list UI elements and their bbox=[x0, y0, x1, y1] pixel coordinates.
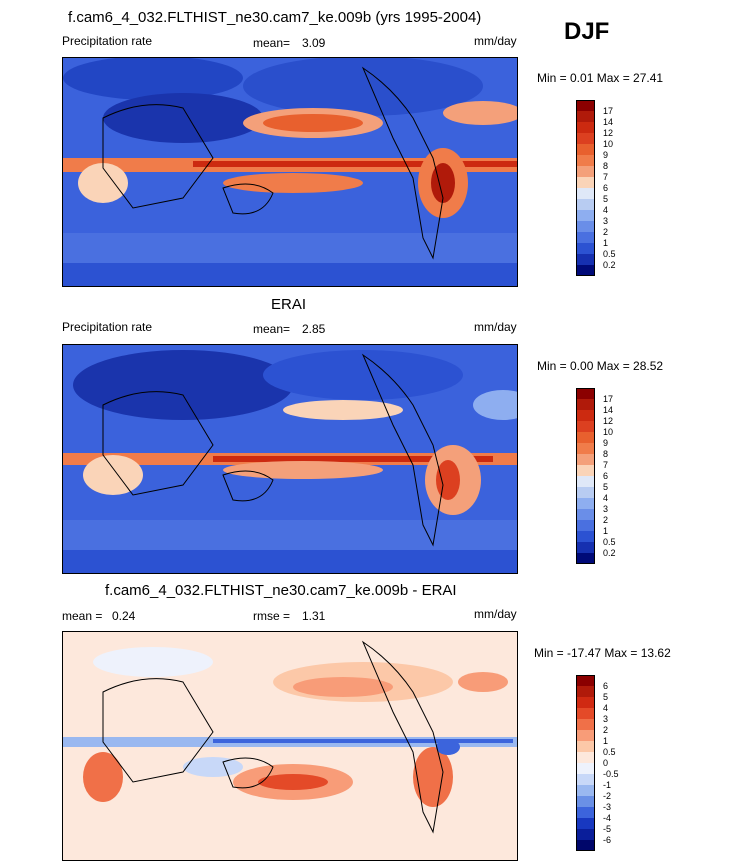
season-label: DJF bbox=[564, 18, 610, 45]
panel2-colorbar-label: 0.5 bbox=[603, 537, 616, 547]
panel1-precip-field bbox=[63, 58, 517, 286]
panel3-colorbar-label: 4 bbox=[603, 703, 609, 713]
panel2-variable-label: Precipitation rate bbox=[62, 320, 153, 334]
panel3-map bbox=[62, 631, 518, 861]
panel3-colorbar-label: -2 bbox=[603, 791, 612, 801]
panel1-colorbar-label: 8 bbox=[603, 161, 609, 171]
panel3-title: f.cam6_4_032.FLTHIST_ne30.cam7_ke.009b -… bbox=[105, 582, 457, 599]
panel3-mean-value: 0.24 bbox=[112, 609, 136, 623]
panel2-mean-value: 2.85 bbox=[302, 322, 326, 336]
panel1-colorbar-frame bbox=[576, 100, 595, 276]
panel1-mean-label: mean= bbox=[253, 36, 291, 50]
panel1-colorbar-label: 9 bbox=[603, 150, 609, 160]
panel2-colorbar-label: 6 bbox=[603, 471, 609, 481]
panel1-variable-label: Precipitation rate bbox=[62, 34, 153, 48]
panel2-minmax: Min = 0.00 Max = 28.52 bbox=[537, 359, 664, 373]
panel1-minmax: Min = 0.01 Max = 27.41 bbox=[537, 71, 664, 85]
panel1-colorbar-label: 12 bbox=[603, 128, 614, 138]
panel3-difference-field bbox=[63, 632, 517, 860]
panel3-colorbar-label: 0 bbox=[603, 758, 609, 768]
panel3-colorbar-label: -0.5 bbox=[603, 769, 619, 779]
panel1-colorbar-label: 3 bbox=[603, 216, 609, 226]
panel2-title: ERAI bbox=[271, 296, 307, 313]
panel1-colorbar-label: 2 bbox=[603, 227, 609, 237]
panel3-rmse-value: 1.31 bbox=[302, 609, 326, 623]
panel3-units: mm/day bbox=[474, 607, 517, 621]
panel3-colorbar-label: -4 bbox=[603, 813, 612, 823]
panel1-colorbar-label: 0.2 bbox=[603, 260, 616, 270]
panel3-colorbar-label: 0.5 bbox=[603, 747, 616, 757]
panel1-units: mm/day bbox=[474, 34, 517, 48]
panel2-colorbar-label: 5 bbox=[603, 482, 609, 492]
panel1-colorbar-label: 1 bbox=[603, 238, 609, 248]
panel1-colorbar-label: 5 bbox=[603, 194, 609, 204]
panel1-map bbox=[62, 57, 518, 287]
panel2-colorbar-label: 7 bbox=[603, 460, 609, 470]
panel2-colorbar-label: 9 bbox=[603, 438, 609, 448]
panel3-colorbar-label: 6 bbox=[603, 681, 609, 691]
panel3-colorbar-label: -5 bbox=[603, 824, 612, 834]
panel2-colorbar-frame bbox=[576, 388, 595, 564]
panel2-colorbar: 17 14 12 10 9 8 7 6 5 4 3 2 1 0.5 0.2 bbox=[576, 388, 636, 568]
panel1-colorbar-label: 14 bbox=[603, 117, 614, 127]
panel2-map bbox=[62, 344, 518, 574]
panel1-colorbar-label: 17 bbox=[603, 106, 614, 116]
panel2-colorbar-label: 2 bbox=[603, 515, 609, 525]
panel3-colorbar-frame bbox=[576, 675, 595, 851]
panel2-colorbar-label: 0.2 bbox=[603, 548, 616, 558]
panel2-colorbar-label: 10 bbox=[603, 427, 614, 437]
panel2-colorbar-label: 14 bbox=[603, 405, 614, 415]
panel3-colorbar-label: 3 bbox=[603, 714, 609, 724]
panel3-colorbar-label: 5 bbox=[603, 692, 609, 702]
panel3-mean-label: mean = bbox=[62, 609, 103, 623]
panel3-colorbar: 6 5 4 3 2 1 0.5 0 -0.5 -1 -2 -3 -4 -5 -6 bbox=[576, 675, 636, 855]
panel1-colorbar-label: 7 bbox=[603, 172, 609, 182]
panel3-colorbar-label: 2 bbox=[603, 725, 609, 735]
panel1-colorbar-label: 10 bbox=[603, 139, 614, 149]
panel3-minmax: Min = -17.47 Max = 13.62 bbox=[534, 646, 671, 660]
panel1-colorbar-label: 6 bbox=[603, 183, 609, 193]
panel1-colorbar-label: 0.5 bbox=[603, 249, 616, 259]
panel3-colorbar-label: 1 bbox=[603, 736, 609, 746]
panel2-mean-label: mean= bbox=[253, 322, 291, 336]
panel3-colorbar-label: -1 bbox=[603, 780, 612, 790]
panel1-mean-value: 3.09 bbox=[302, 36, 326, 50]
panel2-colorbar-label: 17 bbox=[603, 394, 614, 404]
panel2-colorbar-label: 12 bbox=[603, 416, 614, 426]
panel1-colorbar: 17 14 12 10 9 8 7 6 5 4 3 2 1 0.5 0.2 bbox=[576, 100, 636, 280]
panel3-rmse-label: rmse = bbox=[253, 609, 291, 623]
panel1-colorbar-label: 4 bbox=[603, 205, 609, 215]
panel1-title: f.cam6_4_032.FLTHIST_ne30.cam7_ke.009b (… bbox=[68, 9, 482, 26]
panel2-precip-field bbox=[63, 345, 517, 573]
panel2-colorbar-label: 1 bbox=[603, 526, 609, 536]
panel2-colorbar-label: 3 bbox=[603, 504, 609, 514]
panel3-colorbar-label: -6 bbox=[603, 835, 612, 845]
panel2-colorbar-label: 4 bbox=[603, 493, 609, 503]
panel3-colorbar-label: -3 bbox=[603, 802, 612, 812]
panel2-colorbar-label: 8 bbox=[603, 449, 609, 459]
panel2-units: mm/day bbox=[474, 320, 517, 334]
